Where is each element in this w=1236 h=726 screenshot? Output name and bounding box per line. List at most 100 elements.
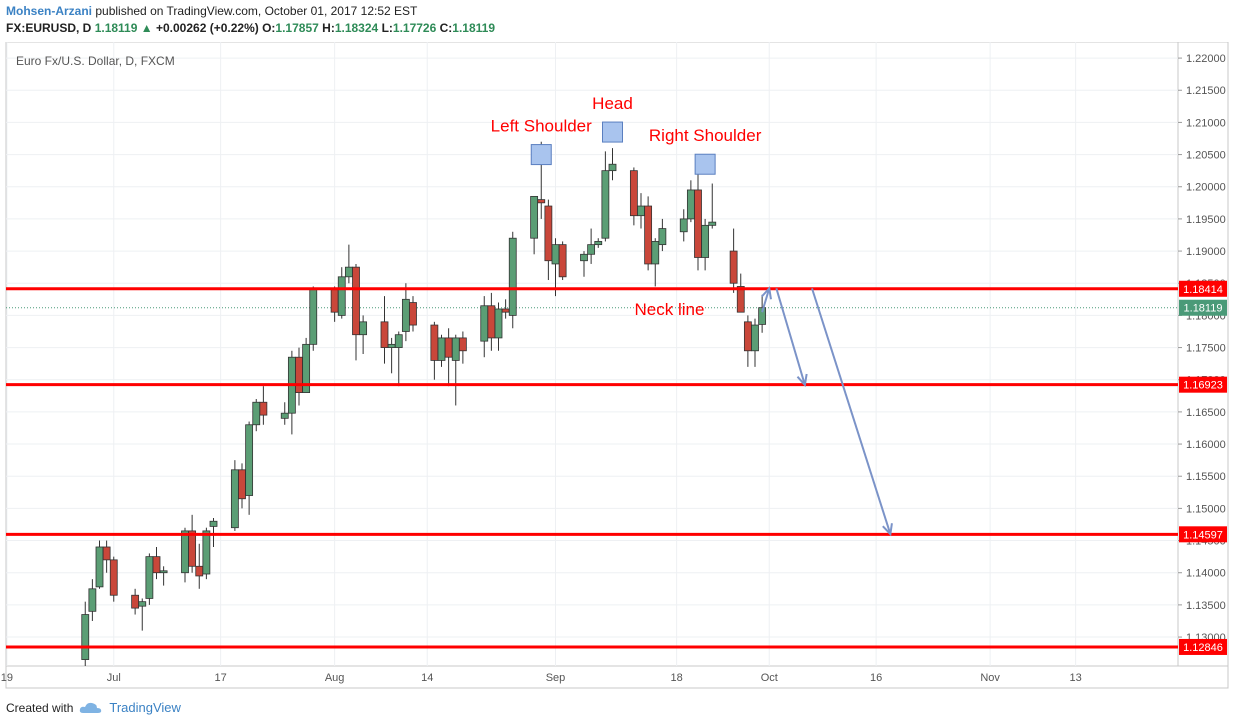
y-tick-label: 1.20000 [1186, 182, 1226, 194]
candle [679, 209, 688, 242]
candle-body-up [230, 469, 239, 529]
tradingview-cloud-icon [80, 702, 102, 713]
candle [736, 273, 745, 313]
candle-body-up [551, 244, 560, 265]
candle [309, 286, 318, 351]
candle-body-up [138, 601, 147, 607]
author-link[interactable]: Mohsen-Arzani [6, 4, 93, 18]
candle-body-down [409, 302, 417, 326]
candle [458, 331, 467, 364]
y-tick-label: 1.14000 [1186, 568, 1226, 580]
x-tick-label: 16 [870, 672, 882, 684]
y-tick-label: 1.16000 [1186, 439, 1226, 451]
candle-body-up [401, 298, 410, 332]
candle-body-down [729, 250, 738, 284]
candle [580, 251, 588, 277]
price-chart[interactable]: 1.22000 1.21500 1.21000 1.20500 1.20000 1.195… [0, 42, 1236, 692]
x-tick-label: 18 [671, 672, 683, 684]
last-price-label: 1.18119 [1184, 303, 1223, 315]
candle-body-up [202, 530, 211, 575]
y-tick-label: 1.20500 [1186, 150, 1226, 162]
candle-body-up [81, 614, 90, 660]
y-tick-label: 1.17500 [1186, 343, 1226, 355]
candle-body-down [238, 469, 246, 500]
low-label: L: [381, 21, 393, 35]
level-price-badge [1179, 526, 1227, 543]
candle [594, 238, 603, 248]
candle-body-down [501, 308, 510, 313]
candle [202, 527, 211, 580]
y-tick-label: 1.15000 [1186, 503, 1226, 515]
open-label: O: [262, 21, 276, 35]
candle [694, 164, 702, 271]
candle-body-up [245, 424, 254, 496]
candle [729, 228, 738, 293]
arrow-shaft [761, 288, 771, 313]
candle-body-down [629, 170, 638, 217]
candle [558, 241, 567, 281]
price-axis [1177, 42, 1229, 667]
candle [409, 296, 417, 332]
candle [152, 546, 161, 580]
candle-body-down [188, 530, 197, 567]
tradingview-brand-link[interactable]: TradingView [109, 700, 181, 715]
arrow-head [796, 373, 808, 388]
symbol-label: FX:EURUSD, D [6, 21, 92, 35]
candle [380, 296, 389, 364]
candle-body-down [544, 205, 553, 262]
candle-body-down [736, 286, 745, 313]
x-tick-label: Jul [107, 672, 121, 684]
candle-body-up [280, 412, 289, 419]
candle-body-down [444, 337, 453, 358]
candle-body-up [508, 237, 517, 316]
y-tick-label: 1.13500 [1186, 600, 1226, 612]
candle [337, 267, 346, 319]
candle-body-up [580, 253, 588, 262]
candle [394, 331, 403, 387]
candle-body-up [637, 205, 645, 217]
projection-arrow [761, 286, 772, 313]
candle-body-up [651, 241, 660, 265]
candle-body-down [694, 189, 702, 258]
candle-body-up [394, 334, 403, 348]
x-tick-label: 17 [215, 672, 227, 684]
candle-body-up [686, 189, 695, 220]
candle-body-down [295, 356, 303, 393]
candle-body-down [458, 337, 467, 352]
arrow-shaft [811, 288, 892, 535]
plot-area [5, 42, 1179, 667]
candle [81, 601, 90, 666]
candle-body-down [743, 321, 752, 352]
candle-body-up [252, 401, 261, 426]
candle-body-down [558, 244, 567, 278]
candle-body-up [145, 556, 154, 599]
candle-body-up [679, 218, 688, 233]
close-value: 1.18119 [452, 21, 496, 35]
x-tick-label: 13 [1070, 672, 1082, 684]
x-tick-label: Sep [546, 672, 566, 684]
y-tick-label: 1.15500 [1186, 471, 1226, 483]
last-price: 1.18119 [94, 21, 138, 35]
candle [587, 228, 596, 264]
last-price-badge [1179, 299, 1227, 316]
candle-body-up [309, 289, 318, 345]
y-tick-label: 1.21500 [1186, 85, 1226, 97]
arrow-head [882, 523, 893, 537]
pattern-marker-box [530, 144, 552, 166]
level-price-label: 1.14597 [1183, 529, 1223, 541]
neck-line-label: Neck line [635, 300, 705, 319]
candle [245, 421, 254, 515]
candle [644, 196, 653, 271]
candle [145, 553, 154, 605]
candle-body-up [494, 308, 503, 339]
candle [701, 218, 710, 271]
time-axis [5, 665, 1229, 689]
low-value: 1.17726 [392, 21, 437, 35]
candle-body-up [587, 244, 596, 255]
candle-body-down [152, 556, 161, 574]
level-price-label: 1.16923 [1183, 380, 1223, 392]
candle [109, 556, 118, 602]
pattern-marker-box [602, 121, 623, 143]
high-value: 1.18324 [334, 21, 379, 35]
projection-arrow [775, 288, 808, 388]
